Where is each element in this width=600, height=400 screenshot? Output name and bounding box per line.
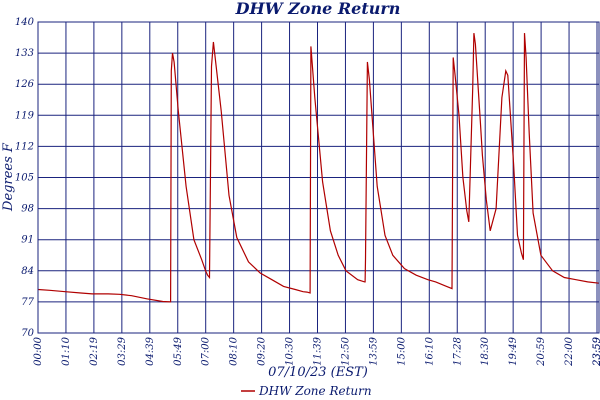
x-tick-label: 09:20 bbox=[257, 336, 268, 365]
x-tick-label: 03:29 bbox=[117, 336, 128, 365]
chart-title: DHW Zone Return bbox=[235, 0, 401, 18]
y-tick-label: 112 bbox=[15, 141, 34, 152]
y-tick-label: 98 bbox=[21, 204, 34, 215]
x-tick-label: 08:10 bbox=[229, 336, 240, 365]
y-tick-label: 91 bbox=[21, 235, 34, 246]
x-tick-label: 01:10 bbox=[61, 336, 72, 365]
x-tick-label: 00:00 bbox=[33, 336, 44, 365]
x-tick-label: 16:10 bbox=[424, 336, 435, 365]
legend: DHW Zone Return bbox=[241, 384, 372, 398]
legend-label: DHW Zone Return bbox=[258, 384, 372, 398]
x-tick-label: 04:39 bbox=[145, 336, 156, 365]
x-tick-label: 18:30 bbox=[480, 336, 491, 365]
x-ticks: 00:00 01:10 02:19 03:29 04:39 05:49 07:00 08:10… bbox=[33, 336, 600, 366]
y-tick-label: 140 bbox=[15, 17, 35, 28]
x-tick-label: 12:50 bbox=[340, 336, 351, 365]
x-tick-label: 10:30 bbox=[285, 336, 296, 365]
x-tick-label: 22:00 bbox=[564, 336, 575, 366]
series-line bbox=[37, 33, 600, 303]
y-axis-label: Degrees F bbox=[1, 142, 16, 212]
x-tick-label: 13:59 bbox=[368, 336, 379, 365]
x-tick-label: 05:49 bbox=[173, 336, 184, 365]
y-ticks: 140 133 126 119 112 105 98 91 84 77 70 bbox=[15, 17, 35, 339]
x-axis-label: 07/10/23 (EST) bbox=[268, 365, 368, 380]
y-tick-label: 133 bbox=[15, 48, 34, 59]
x-tick-label: 17:28 bbox=[452, 337, 463, 366]
y-tick-label: 84 bbox=[21, 266, 34, 277]
x-tick-label: 23:59 bbox=[592, 336, 600, 366]
y-tick-label: 70 bbox=[21, 328, 34, 339]
y-tick-label: 126 bbox=[15, 79, 35, 90]
x-tick-label: 11:39 bbox=[313, 336, 324, 365]
x-tick-label: 19:49 bbox=[508, 336, 519, 365]
x-tick-label: 07:00 bbox=[201, 336, 212, 365]
y-tick-label: 105 bbox=[15, 173, 34, 184]
x-tick-label: 20:59 bbox=[536, 336, 547, 366]
x-tick-label: 02:19 bbox=[89, 336, 100, 365]
series-group bbox=[37, 33, 600, 303]
plot-frame bbox=[37, 21, 600, 334]
y-tick-label: 77 bbox=[21, 297, 34, 308]
x-tick-label: 23:59 bbox=[592, 336, 600, 366]
x-tick-label: 15:00 bbox=[396, 336, 407, 365]
y-tick-label: 119 bbox=[15, 110, 35, 121]
